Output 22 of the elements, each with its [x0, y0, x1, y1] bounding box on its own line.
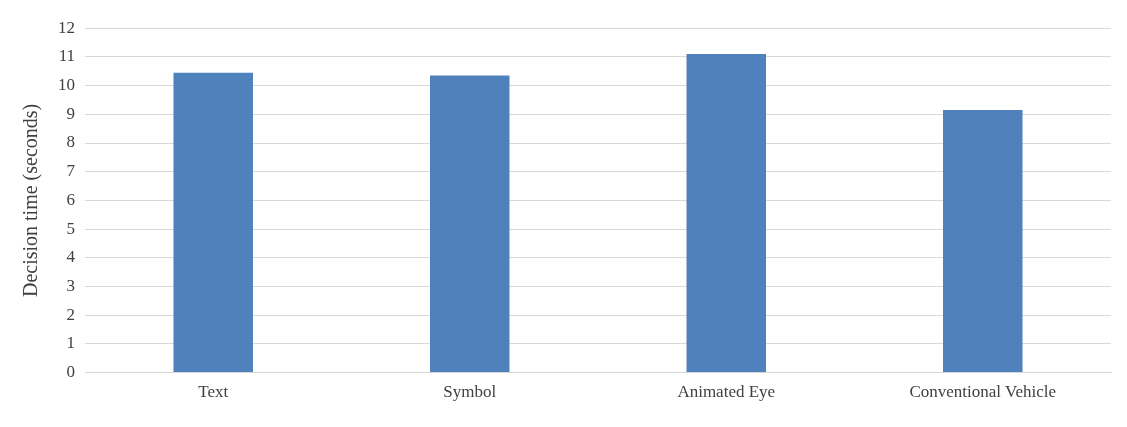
bar	[942, 110, 1023, 373]
x-tick-label: Conventional Vehicle	[909, 382, 1057, 402]
y-tick-label: 1	[66, 333, 75, 353]
x-tick-label: Symbol	[443, 382, 497, 402]
x-tick-label: Animated Eye	[677, 382, 776, 402]
bar	[686, 54, 767, 373]
y-tick-label: 2	[66, 304, 75, 324]
x-tick-label: Text	[198, 382, 229, 402]
y-tick-label: 4	[66, 247, 76, 267]
bar	[429, 75, 510, 373]
y-tick-label: 9	[66, 103, 75, 123]
y-tick-label: 10	[58, 75, 75, 95]
bar	[173, 72, 254, 373]
y-tick-label: 3	[66, 275, 75, 295]
y-tick-label: 8	[66, 132, 75, 152]
y-tick-label: 11	[58, 46, 75, 66]
y-tick-label: 7	[66, 161, 76, 181]
y-tick-label: 12	[58, 17, 75, 37]
y-axis-title: Decision time (seconds)	[19, 103, 43, 298]
y-tick-label: 0	[66, 362, 75, 382]
y-tick-label: 5	[66, 218, 75, 238]
y-tick-label: 6	[66, 189, 75, 209]
